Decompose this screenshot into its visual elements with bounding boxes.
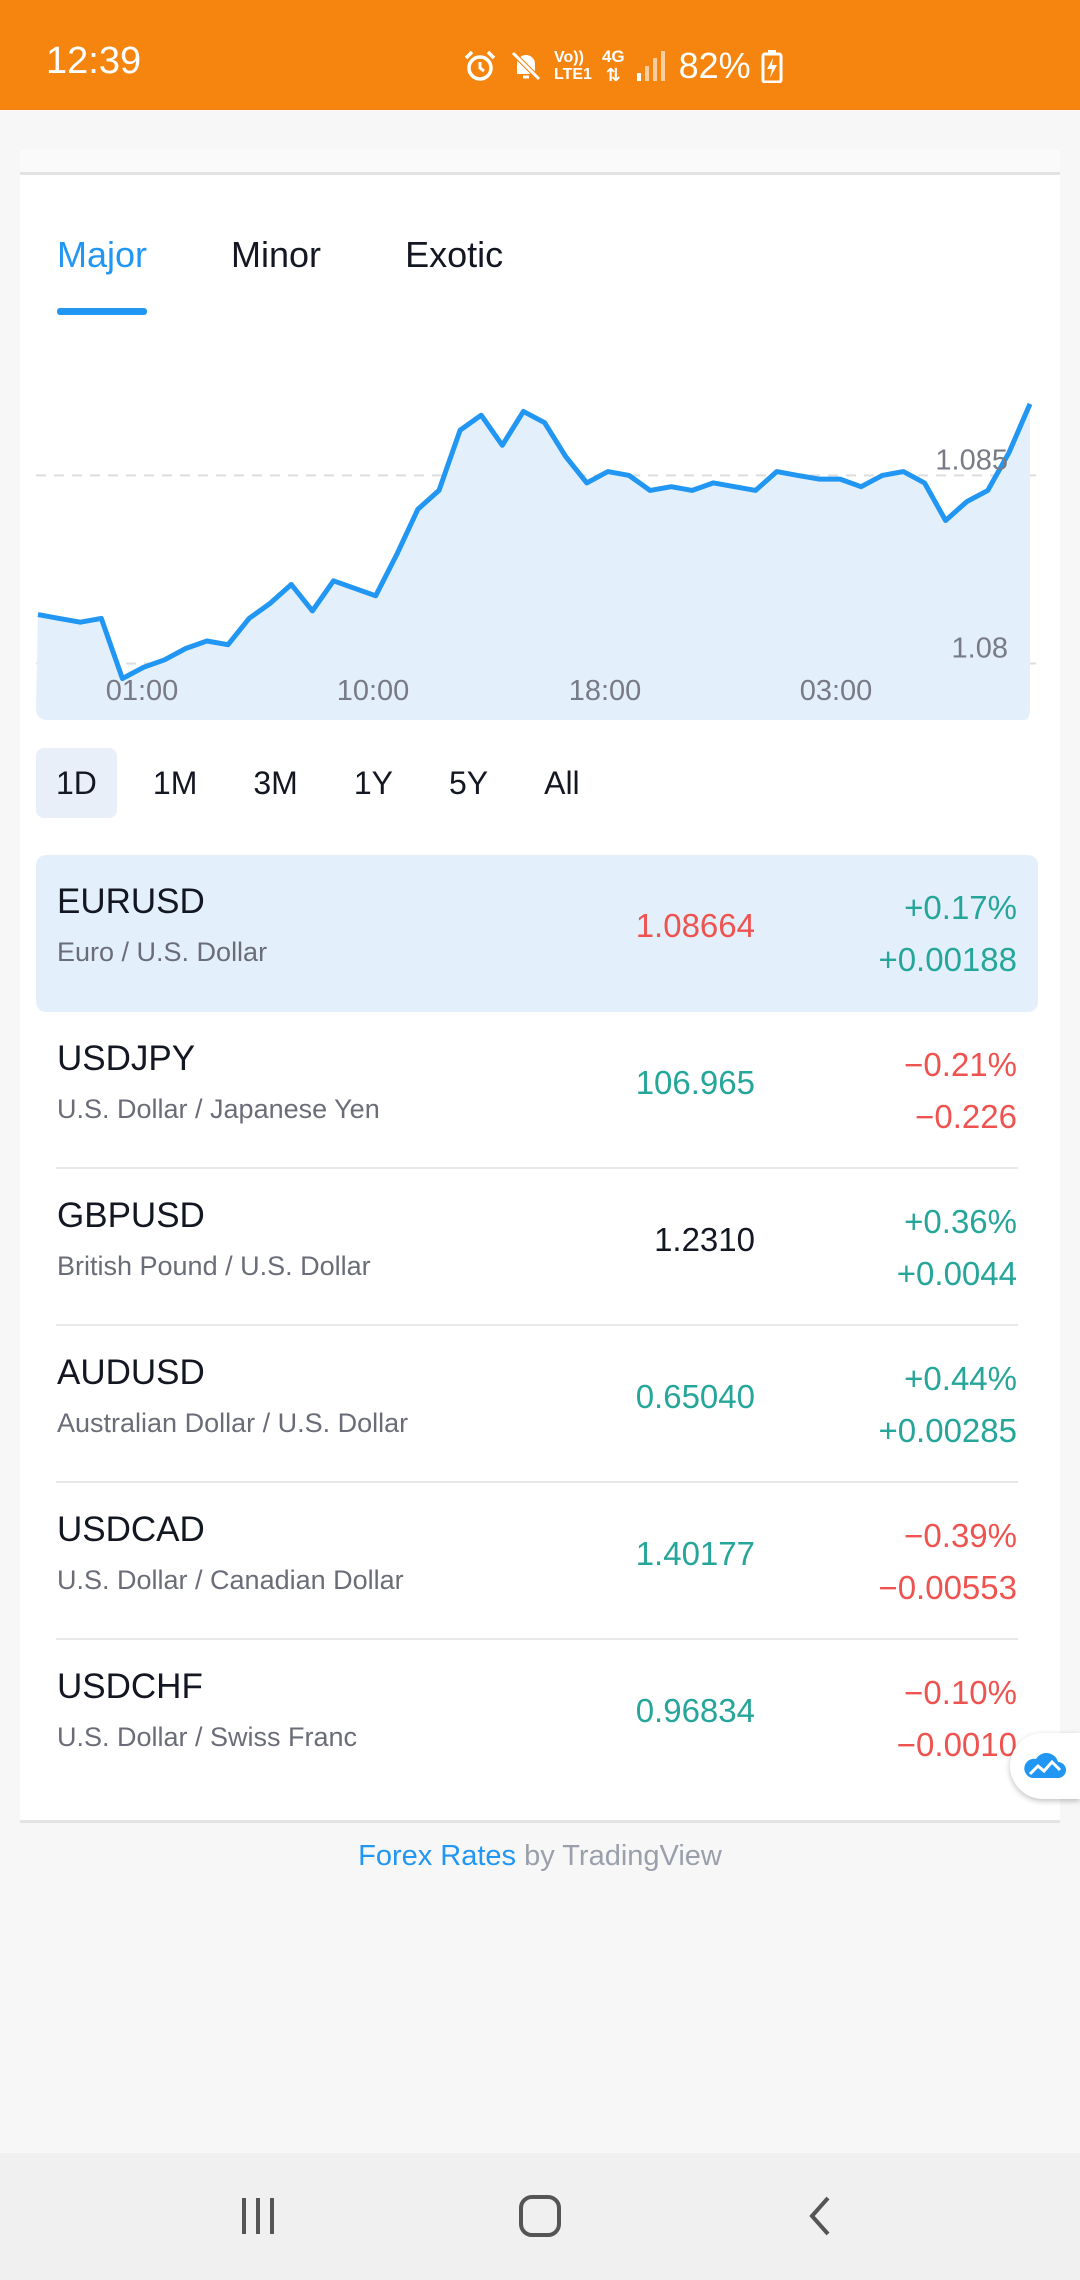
range-3m[interactable]: 3M (253, 765, 298, 801)
chart-area-fill (36, 403, 1030, 720)
range-1y[interactable]: 1Y (353, 765, 393, 801)
status-time: 12:39 (46, 40, 142, 82)
pair-description: U.S. Dollar / Japanese Yen (57, 1094, 380, 1124)
row-divider (56, 1324, 1018, 1326)
mute-icon (511, 51, 541, 81)
chart-y-tick-label: 1.085 (935, 444, 1008, 476)
pair-price: 106.965 (635, 1064, 755, 1101)
pair-change-absolute: −0.00553 (878, 1569, 1017, 1606)
pair-price: 0.65040 (635, 1378, 755, 1415)
forex-rates-link[interactable]: Forex Rates (358, 1840, 517, 1872)
range-1m[interactable]: 1M (152, 765, 198, 801)
signal-icon (636, 51, 665, 81)
price-chart[interactable]: 1.085 1.08 01:00 10:00 18:00 03:00 (36, 370, 1038, 720)
pair-symbol: AUDUSD (57, 1353, 205, 1392)
network-bottom: LTE1 (554, 66, 592, 83)
pair-list: EURUSD Euro / U.S. Dollar 1.08664 +0.17%… (36, 855, 1038, 1820)
pair-description: U.S. Dollar / Swiss Franc (57, 1722, 358, 1752)
pair-price: 1.40177 (635, 1535, 755, 1572)
pair-change-percent: +0.36% (904, 1203, 1017, 1240)
data-arrows-icon: ⇅ (605, 65, 621, 85)
price-chart-svg: 1.085 1.08 01:00 10:00 18:00 03:00 (36, 370, 1038, 720)
pair-row-gbpusd[interactable]: GBPUSD British Pound / U.S. Dollar 1.231… (36, 1169, 1038, 1326)
pair-change-percent: −0.10% (904, 1674, 1017, 1711)
network-top: Vo)) (554, 49, 584, 66)
row-divider (56, 1638, 1018, 1640)
row-divider (56, 1481, 1018, 1483)
pair-symbol: USDCHF (57, 1667, 203, 1706)
chart-x-tick-label: 01:00 (106, 675, 179, 707)
pair-change-absolute: +0.00188 (878, 941, 1017, 978)
pair-symbol: USDJPY (57, 1039, 196, 1078)
pair-change-percent: +0.17% (904, 889, 1017, 926)
network-label: Vo)) LTE1 (554, 49, 592, 83)
chart-x-tick-label: 10:00 (337, 675, 410, 707)
time-range-selector: 1D 1M 3M 1Y 5Y All (36, 748, 616, 818)
tradingview-credit: by TradingView (516, 1840, 722, 1872)
nav-home-button[interactable] (500, 2181, 580, 2251)
pair-row-usdchf[interactable]: USDCHF U.S. Dollar / Swiss Franc 0.96834… (36, 1640, 1038, 1820)
pair-change-absolute: +0.0044 (896, 1255, 1017, 1292)
footer-divider (20, 1820, 1060, 1823)
pair-description: Euro / U.S. Dollar (57, 937, 268, 967)
home-icon (519, 2195, 561, 2237)
card-top-strip (20, 150, 1060, 172)
range-5y[interactable]: 5Y (448, 765, 489, 801)
pair-price: 1.08664 (635, 907, 755, 944)
forex-widget: Major Minor Exotic 1.085 1.08 01:00 10:00 18… (20, 172, 1060, 1872)
recents-icon (242, 2198, 274, 2234)
range-all[interactable]: All (544, 765, 580, 801)
signal-type: 4G (601, 47, 625, 66)
pair-price: 1.2310 (654, 1221, 755, 1258)
pair-row-audusd[interactable]: AUDUSD Australian Dollar / U.S. Dollar 0… (36, 1326, 1038, 1483)
pair-description: Australian Dollar / U.S. Dollar (57, 1408, 409, 1438)
pair-change-absolute: +0.00285 (878, 1412, 1017, 1449)
pair-row-usdcad[interactable]: USDCAD U.S. Dollar / Canadian Dollar 1.4… (36, 1483, 1038, 1640)
pair-change-percent: −0.21% (904, 1046, 1017, 1083)
alarm-icon (464, 50, 496, 81)
nav-recents-button[interactable] (218, 2181, 298, 2251)
tab-exotic[interactable]: Exotic (405, 234, 504, 275)
pair-row-usdjpy[interactable]: USDJPY U.S. Dollar / Japanese Yen 106.96… (36, 1012, 1038, 1169)
battery-percent: 82% (678, 45, 751, 86)
pair-change-percent: +0.44% (904, 1360, 1017, 1397)
tab-major[interactable]: Major (57, 235, 148, 315)
nav-back-button[interactable] (780, 2181, 860, 2251)
chart-x-tick-label: 18:00 (569, 675, 642, 707)
battery-charging-icon (761, 50, 783, 83)
tradingview-float-button[interactable] (1010, 1733, 1080, 1799)
pair-price: 0.96834 (635, 1692, 755, 1729)
pair-description: U.S. Dollar / Canadian Dollar (57, 1565, 404, 1595)
pair-symbol: GBPUSD (57, 1196, 205, 1235)
pair-description: British Pound / U.S. Dollar (57, 1251, 371, 1281)
pair-change-percent: −0.39% (904, 1517, 1017, 1554)
chart-x-tick-label: 03:00 (800, 675, 873, 707)
pair-change-absolute: −0.0010 (896, 1726, 1017, 1763)
status-icons: Vo)) LTE1 4G ⇅ 82% (462, 44, 783, 88)
row-divider (56, 1167, 1018, 1169)
signal-type-label: 4G ⇅ (601, 47, 625, 85)
range-1d[interactable]: 1D (36, 748, 117, 818)
back-icon (809, 2196, 830, 2236)
tradingview-cloud-icon (1024, 1753, 1066, 1778)
pair-change-absolute: −0.226 (915, 1098, 1017, 1135)
pair-row-eurusd[interactable]: EURUSD Euro / U.S. Dollar 1.08664 +0.17%… (36, 855, 1038, 1012)
status-bar: 12:39 Vo)) LTE1 4G ⇅ 82% (0, 0, 1080, 110)
chart-y-tick-label: 1.08 (952, 633, 1008, 665)
system-navigation-bar (0, 2153, 1080, 2280)
pair-symbol: EURUSD (57, 882, 205, 921)
chart-price-line (37, 402, 1033, 682)
pair-symbol: USDCAD (57, 1510, 205, 1549)
market-tabs: Major Minor Exotic (57, 235, 587, 315)
tab-minor[interactable]: Minor (231, 234, 322, 275)
footer-attribution: Forex Rates by TradingView (20, 1840, 1060, 1873)
